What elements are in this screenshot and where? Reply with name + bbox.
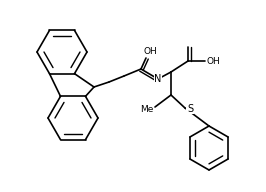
Text: Me: Me (140, 105, 154, 114)
Text: N: N (154, 74, 162, 84)
Text: OH: OH (143, 47, 157, 56)
Text: S: S (187, 104, 193, 114)
Text: OH: OH (206, 56, 220, 65)
Text: OH: OH (206, 56, 220, 65)
